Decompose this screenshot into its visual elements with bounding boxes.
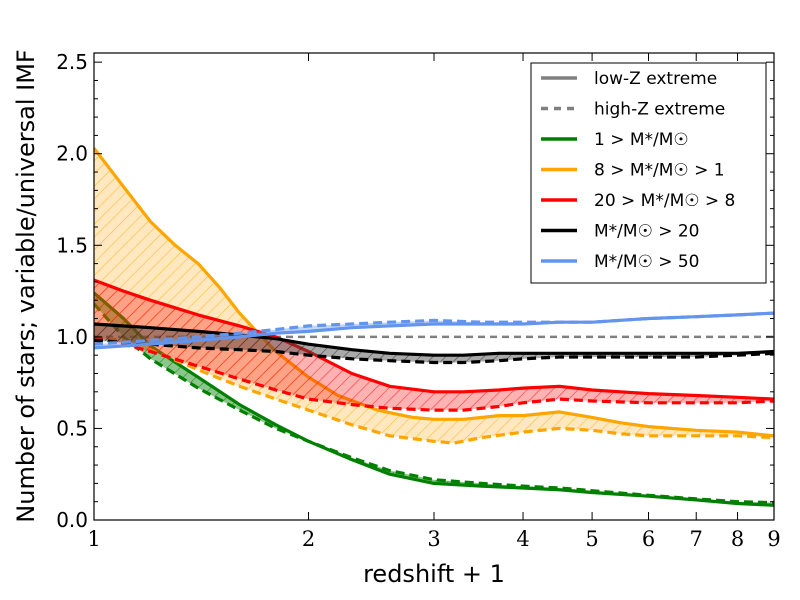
series-m-m-20-high-z-line — [94, 338, 774, 365]
legend-label-2: high-Z extreme — [594, 100, 725, 120]
x-tick-label: 1 — [87, 527, 100, 551]
series-20-m-m-8-high-z-line — [94, 335, 774, 412]
legend-label-6: M*/M☉ > 20 — [594, 222, 700, 242]
series-layer — [94, 147, 774, 507]
y-tick-label: 2.0 — [56, 142, 88, 166]
x-tick-label: 4 — [516, 527, 529, 551]
axes-layer: 1 2 3 4 5 6 7 8 9 0.0 0.5 1.0 1.5 2.0 2.5 — [56, 50, 781, 551]
series-1-m-m-group — [94, 291, 774, 507]
series-20-m-m-8-group — [94, 278, 774, 412]
x-tick-label: 9 — [767, 527, 780, 551]
legend-label-5: 20 > M*/M☉ > 8 — [594, 191, 735, 211]
y-tick-label: 1.0 — [56, 325, 88, 349]
y-tick-label: 2.5 — [56, 50, 88, 74]
x-tick-label: 2 — [302, 527, 315, 551]
x-tick-label: 5 — [585, 527, 598, 551]
series-m-m-50-high-z-line — [94, 311, 774, 346]
series-1-m-m-high-z-line — [94, 302, 774, 505]
x-axis-label: redshift + 1 — [363, 560, 505, 588]
series-8-m-m-1-low-z-line — [94, 147, 774, 438]
legend-label-1: low-Z extreme — [594, 69, 717, 89]
y-tick-label: 1.5 — [56, 233, 88, 257]
legend-frame — [530, 62, 767, 284]
legend-label-4: 8 > M*/M☉ > 1 — [594, 161, 725, 181]
y-tick-label: 0.0 — [56, 508, 88, 532]
legend-label-7: M*/M☉ > 50 — [594, 252, 700, 272]
series-20-m-m-8-low-z-line — [94, 278, 774, 401]
plot-area — [94, 147, 774, 507]
x-tick-label: 7 — [690, 527, 703, 551]
legend: low-Z extreme high-Z extreme 1 > M*/M☉ 8 > … — [530, 62, 767, 284]
series-m-m-50-low-z-line — [94, 311, 774, 350]
series-1-m-m-low-z-line — [94, 291, 774, 507]
x-tick-label: 8 — [731, 527, 744, 551]
y-axis-label: Number of stars; variable/universal IMF — [12, 49, 40, 522]
series-m-m-20-band — [94, 324, 774, 363]
series-8-m-m-1-high-z-line — [94, 335, 774, 445]
series-20-m-m-8-band — [94, 280, 774, 411]
legend-label-3: 1 > M*/M☉ — [594, 130, 689, 150]
x-tick-label: 3 — [427, 527, 440, 551]
x-tick-label: 6 — [642, 527, 655, 551]
series-m-m-50-group — [94, 311, 774, 350]
y-tick-label: 0.5 — [56, 416, 88, 440]
